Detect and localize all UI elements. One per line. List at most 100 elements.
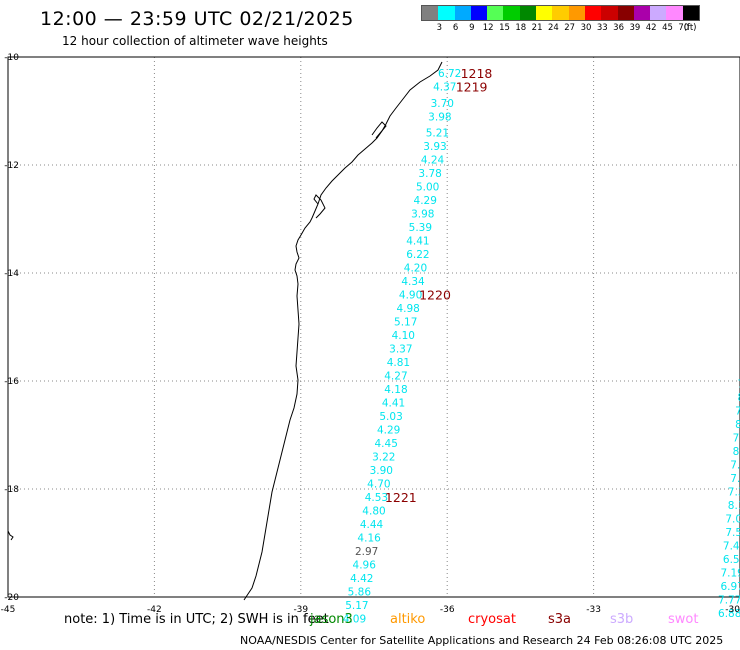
wave-height-value: 3.22 bbox=[372, 452, 395, 464]
color-tick-label: 39 bbox=[629, 23, 641, 33]
satellite-legend-s3a: s3a bbox=[548, 612, 572, 627]
color-scale-swatches bbox=[421, 5, 701, 21]
wave-height-value: 3.70 bbox=[431, 98, 454, 110]
color-tick-label: 3 bbox=[436, 23, 443, 33]
lon-tick-label: -45 bbox=[1, 605, 16, 615]
wave-height-value: 3.37 bbox=[389, 344, 412, 356]
wave-height-value-edge: 7.19 bbox=[720, 568, 740, 580]
satellite-legend-altiko: altiko bbox=[390, 612, 426, 627]
wave-height-value: 3.98 bbox=[428, 111, 451, 123]
color-swatch bbox=[438, 6, 455, 20]
color-tick-label: 70 bbox=[678, 23, 690, 33]
wave-height-value: 3.78 bbox=[418, 168, 441, 180]
altimeter-tracks: 6.724.373.703.985.213.934.243.785.004.29… bbox=[343, 68, 740, 625]
color-swatch bbox=[584, 6, 602, 20]
wave-height-value: 3.93 bbox=[423, 141, 446, 153]
wave-height-value: 5.00 bbox=[416, 182, 439, 194]
wave-height-value: 4.96 bbox=[353, 560, 377, 572]
pass-time-label: 1218 bbox=[461, 66, 493, 81]
satellite-legend-jason3: jason3 bbox=[310, 612, 353, 627]
wave-height-value: 3.90 bbox=[370, 465, 393, 477]
map-axes: -45 -42 -39 -36 -33 -30 -10 -12 -14 -16 -18 -20 bbox=[1, 53, 740, 615]
lon-tick-label: -30 bbox=[725, 605, 740, 615]
color-tick-label: 15 bbox=[499, 23, 510, 33]
wave-height-value: 3.98 bbox=[411, 209, 434, 221]
color-tick-label: 6 bbox=[452, 23, 459, 33]
color-tick-label: 36 bbox=[613, 23, 625, 33]
wave-height-value: 4.29 bbox=[414, 195, 437, 207]
wave-height-value: 4.18 bbox=[384, 384, 407, 396]
lon-tick-label: -36 bbox=[440, 605, 455, 615]
coastline-detail-baia-todos-os-santos bbox=[313, 194, 326, 219]
lat-tick-label: -20 bbox=[4, 593, 19, 603]
page-title: 12:00 — 23:59 UTC 02/21/2025 bbox=[40, 8, 354, 30]
wave-height-value: 5.21 bbox=[426, 128, 449, 140]
wave-height-value: 4.45 bbox=[375, 438, 398, 450]
color-tick-label: 18 bbox=[515, 23, 527, 33]
satellite-legend-swot: swot bbox=[668, 612, 699, 627]
wave-height-value: 4.24 bbox=[421, 155, 445, 167]
wave-height-value: 4.44 bbox=[360, 519, 384, 531]
wave-height-value: 4.41 bbox=[406, 236, 429, 248]
wave-height-value: 4.81 bbox=[387, 357, 410, 369]
pass-time-label: 1219 bbox=[456, 80, 488, 95]
color-swatch bbox=[568, 6, 585, 20]
wave-height-value-edge: 7.77 bbox=[718, 595, 740, 607]
color-tick-label: 33 bbox=[596, 23, 608, 33]
color-swatch bbox=[601, 6, 618, 20]
color-swatch bbox=[487, 6, 504, 20]
color-swatch bbox=[666, 6, 683, 20]
coastline bbox=[243, 61, 443, 601]
lon-tick-label: -42 bbox=[147, 605, 162, 615]
credit-line: NOAA/NESDIS Center for Satellite Applica… bbox=[240, 634, 724, 647]
wave-height-value: 5.39 bbox=[409, 222, 432, 234]
color-swatch bbox=[503, 6, 520, 20]
wave-height-value: 4.09 bbox=[343, 614, 366, 626]
lon-tick-label: -33 bbox=[586, 605, 601, 615]
wave-height-value: 4.53 bbox=[365, 492, 388, 504]
wave-height-value-edge: 7.42 bbox=[723, 541, 740, 553]
color-swatch bbox=[617, 6, 634, 20]
color-tick-label: 21 bbox=[531, 23, 543, 33]
color-tick-label: 45 bbox=[662, 23, 673, 33]
wave-height-value-edge: 8.4 bbox=[733, 446, 740, 458]
wave-height-value: 4.27 bbox=[384, 371, 407, 383]
wave-height-value-edge: 6.88 bbox=[718, 608, 740, 620]
color-swatch bbox=[552, 6, 569, 20]
wave-height-value-edge: 8. bbox=[735, 419, 740, 431]
color-unit-label: (ft) bbox=[683, 23, 697, 33]
lat-tick-label: -14 bbox=[4, 269, 19, 279]
color-tick-label: 24 bbox=[547, 23, 559, 33]
wave-height-value: 2.97 bbox=[355, 546, 378, 558]
wave-height-value-edge: 7.50 bbox=[725, 527, 740, 539]
wave-height-value: 4.20 bbox=[404, 263, 427, 275]
color-tick-label: 12 bbox=[482, 23, 494, 33]
wave-height-value: 4.37 bbox=[433, 82, 456, 94]
color-swatch bbox=[454, 6, 471, 20]
color-swatch bbox=[519, 6, 537, 20]
lon-tick-label: -39 bbox=[293, 605, 308, 615]
color-swatch bbox=[536, 6, 553, 20]
wave-height-value: 4.34 bbox=[401, 276, 425, 288]
wave-height-value: 4.70 bbox=[367, 479, 390, 491]
wave-height-value-edge: 7. bbox=[733, 433, 740, 445]
wave-height-value: 6.72 bbox=[438, 68, 461, 80]
color-swatch bbox=[422, 6, 439, 20]
wave-height-value: 4.90 bbox=[399, 290, 422, 302]
color-tick-label: 9 bbox=[469, 23, 475, 33]
coast-fragment-west bbox=[7, 530, 14, 541]
wave-height-value-edge: 6.97 bbox=[720, 581, 740, 593]
wave-height-value-edge: 6.51 bbox=[723, 554, 740, 566]
color-scale-legend: 3 6 9 12 15 18 21 24 27 30 33 36 39 42 45 70 (ft) bbox=[421, 5, 701, 35]
color-scale-ticks: 3 6 9 12 15 18 21 24 27 30 33 36 39 42 45 70 (ft) bbox=[421, 23, 700, 35]
footer-note: note: 1) Time is in UTC; 2) SWH is in fe… bbox=[64, 612, 329, 627]
wave-height-value: 4.16 bbox=[357, 533, 381, 545]
wave-height-value: 5.03 bbox=[379, 411, 402, 423]
pass-time-label: 1221 bbox=[385, 490, 417, 505]
coastline-detail-bay bbox=[371, 121, 387, 139]
wave-height-value: 5.86 bbox=[348, 587, 372, 599]
pass-time-label: 1220 bbox=[419, 288, 451, 303]
color-swatch bbox=[633, 6, 651, 20]
satellite-legend-cryosat: cryosat bbox=[468, 612, 516, 627]
